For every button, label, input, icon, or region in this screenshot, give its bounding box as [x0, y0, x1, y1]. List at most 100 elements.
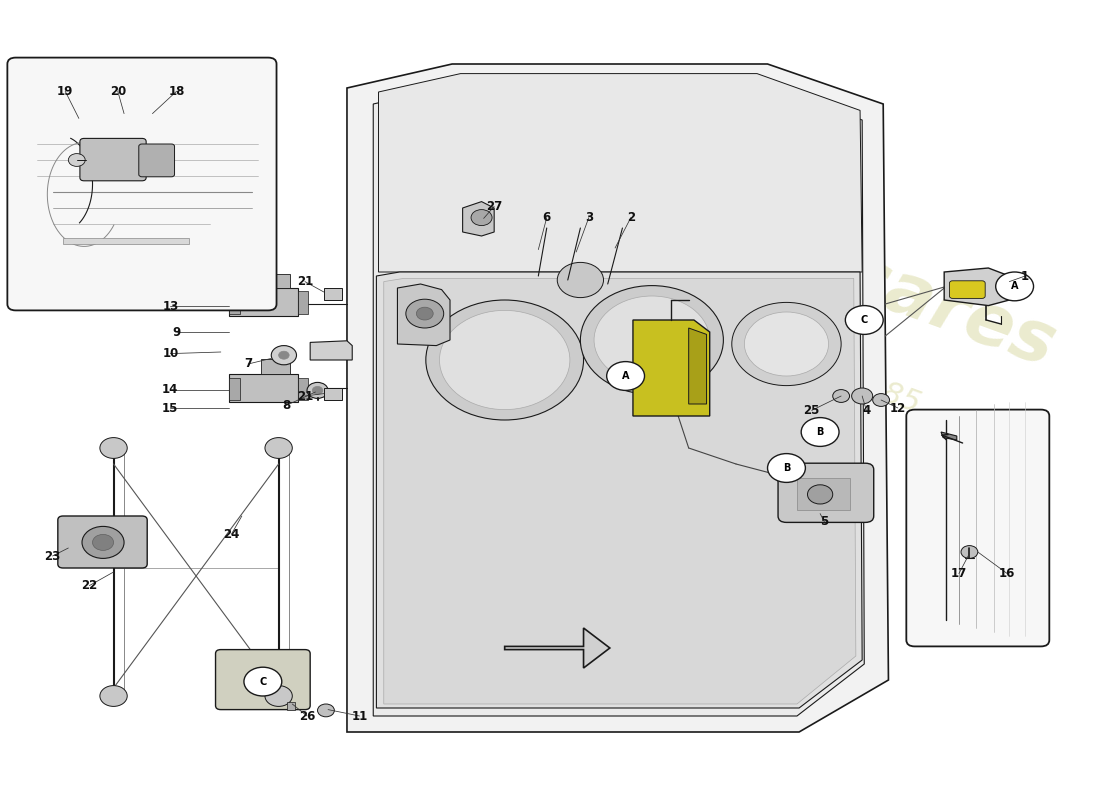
Text: 13: 13	[162, 300, 178, 313]
Text: 11: 11	[352, 710, 367, 722]
FancyBboxPatch shape	[58, 516, 147, 568]
Circle shape	[845, 306, 883, 334]
Circle shape	[100, 686, 128, 706]
Circle shape	[307, 382, 328, 398]
Polygon shape	[944, 268, 1010, 306]
Text: 12: 12	[890, 402, 906, 414]
Text: 4: 4	[862, 404, 870, 417]
Text: C: C	[860, 315, 868, 325]
Text: 24: 24	[223, 528, 240, 541]
FancyBboxPatch shape	[216, 650, 310, 710]
Polygon shape	[940, 432, 957, 440]
Circle shape	[244, 667, 282, 696]
Text: B: B	[783, 463, 790, 473]
Bar	[229, 288, 298, 316]
Text: 23: 23	[44, 550, 60, 562]
Text: 5: 5	[821, 515, 828, 528]
Polygon shape	[397, 284, 450, 346]
Polygon shape	[378, 74, 862, 272]
Circle shape	[996, 272, 1034, 301]
Polygon shape	[323, 288, 342, 300]
Text: 18: 18	[168, 85, 185, 98]
Text: 9: 9	[173, 326, 180, 338]
Text: 3: 3	[585, 211, 593, 224]
Circle shape	[745, 312, 828, 376]
Circle shape	[272, 346, 297, 365]
Circle shape	[833, 390, 849, 402]
Circle shape	[417, 307, 433, 320]
Text: B: B	[816, 427, 824, 437]
Text: 7: 7	[244, 358, 252, 370]
Text: 1: 1	[1021, 270, 1030, 282]
Text: 17: 17	[950, 567, 967, 580]
Circle shape	[406, 299, 443, 328]
Circle shape	[594, 296, 710, 384]
Circle shape	[265, 686, 293, 706]
Circle shape	[318, 704, 334, 717]
Circle shape	[961, 546, 978, 558]
Circle shape	[440, 310, 570, 410]
FancyBboxPatch shape	[778, 463, 873, 522]
Text: 6: 6	[542, 211, 551, 224]
Circle shape	[607, 362, 645, 390]
Polygon shape	[384, 278, 856, 704]
FancyBboxPatch shape	[906, 410, 1049, 646]
FancyBboxPatch shape	[949, 281, 986, 298]
Text: 8: 8	[282, 399, 290, 412]
Circle shape	[278, 351, 289, 359]
Bar	[261, 359, 290, 374]
Text: 27: 27	[486, 200, 503, 213]
Polygon shape	[376, 272, 862, 708]
Text: 16: 16	[999, 567, 1015, 580]
Text: a passion for...: a passion for...	[724, 413, 875, 483]
FancyBboxPatch shape	[8, 58, 276, 310]
Circle shape	[768, 454, 805, 482]
Circle shape	[581, 286, 724, 394]
Circle shape	[100, 438, 128, 458]
Bar	[798, 478, 849, 510]
Circle shape	[92, 534, 113, 550]
Text: 21: 21	[297, 275, 313, 288]
FancyBboxPatch shape	[80, 138, 146, 181]
Polygon shape	[632, 320, 710, 416]
Text: 26: 26	[299, 710, 316, 722]
Text: A: A	[621, 371, 629, 381]
Circle shape	[265, 438, 293, 458]
Text: 2: 2	[627, 211, 635, 224]
Polygon shape	[373, 84, 865, 716]
Circle shape	[558, 262, 604, 298]
Text: 22: 22	[81, 579, 98, 592]
Polygon shape	[505, 628, 609, 668]
Text: 25: 25	[803, 404, 820, 417]
Bar	[261, 274, 290, 288]
Polygon shape	[310, 341, 352, 360]
Text: 21: 21	[297, 390, 313, 402]
Circle shape	[426, 300, 583, 420]
Circle shape	[68, 154, 85, 166]
Text: 14: 14	[162, 383, 178, 396]
Polygon shape	[689, 328, 706, 404]
Circle shape	[732, 302, 842, 386]
Text: since 1985: since 1985	[758, 334, 924, 418]
Polygon shape	[63, 238, 189, 244]
Bar	[298, 378, 308, 400]
Text: eurocares: eurocares	[660, 178, 1064, 382]
Polygon shape	[463, 202, 494, 236]
Text: A: A	[1011, 282, 1019, 291]
Text: C: C	[260, 677, 266, 686]
Bar	[298, 291, 308, 314]
FancyBboxPatch shape	[139, 144, 175, 177]
Circle shape	[807, 485, 833, 504]
Text: 15: 15	[162, 402, 178, 414]
Text: 10: 10	[162, 347, 178, 360]
Text: 20: 20	[110, 85, 125, 98]
Text: 19: 19	[57, 85, 74, 98]
Circle shape	[82, 526, 124, 558]
Bar	[229, 378, 240, 400]
Circle shape	[801, 418, 839, 446]
Circle shape	[872, 394, 890, 406]
Bar	[287, 702, 296, 710]
Circle shape	[312, 386, 322, 394]
Polygon shape	[346, 64, 889, 732]
Bar	[229, 374, 298, 402]
